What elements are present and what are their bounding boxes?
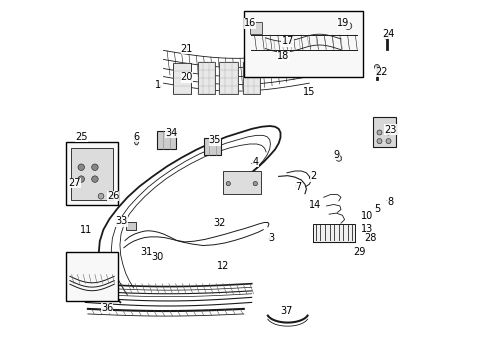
- Text: 7: 7: [295, 182, 301, 192]
- Bar: [204, 138, 221, 155]
- Text: 31: 31: [140, 247, 152, 257]
- Bar: [250, 22, 261, 34]
- Text: 15: 15: [303, 87, 315, 97]
- Bar: [218, 62, 238, 94]
- Circle shape: [91, 164, 98, 171]
- Text: 20: 20: [181, 72, 193, 82]
- Text: 8: 8: [386, 197, 392, 207]
- Text: 11: 11: [80, 225, 92, 235]
- Circle shape: [376, 139, 381, 144]
- Text: 18: 18: [277, 51, 289, 61]
- Text: 35: 35: [208, 135, 221, 145]
- Text: 32: 32: [213, 218, 225, 228]
- Text: 10: 10: [360, 211, 372, 221]
- Circle shape: [98, 193, 104, 199]
- Bar: [66, 142, 118, 205]
- Bar: [125, 222, 136, 230]
- Text: 12: 12: [216, 261, 228, 271]
- Text: 28: 28: [364, 233, 376, 243]
- Bar: [312, 224, 355, 242]
- Circle shape: [225, 181, 230, 186]
- Bar: [223, 171, 260, 194]
- Circle shape: [374, 64, 379, 69]
- Text: 5: 5: [374, 204, 380, 214]
- Bar: [242, 62, 260, 94]
- Circle shape: [91, 176, 98, 183]
- Bar: [244, 11, 362, 77]
- Text: 19: 19: [337, 18, 349, 28]
- Text: 33: 33: [115, 216, 127, 226]
- Text: 26: 26: [107, 191, 119, 201]
- Text: 37: 37: [280, 306, 293, 316]
- Text: 6: 6: [133, 132, 139, 142]
- Text: 29: 29: [353, 247, 365, 257]
- Circle shape: [376, 130, 381, 135]
- Text: 24: 24: [382, 29, 394, 39]
- Circle shape: [78, 164, 84, 171]
- Text: 14: 14: [308, 200, 320, 210]
- Bar: [197, 62, 215, 94]
- Text: 1: 1: [155, 80, 161, 90]
- Circle shape: [385, 139, 390, 144]
- Text: 3: 3: [268, 233, 274, 243]
- Text: 36: 36: [101, 303, 113, 313]
- Circle shape: [384, 34, 388, 39]
- Ellipse shape: [134, 136, 139, 145]
- Circle shape: [335, 156, 341, 161]
- Bar: [172, 63, 190, 94]
- Text: 4: 4: [252, 157, 258, 167]
- Text: 16: 16: [244, 18, 256, 28]
- Text: 21: 21: [181, 44, 193, 54]
- Text: 17: 17: [281, 36, 293, 46]
- Bar: [66, 252, 118, 301]
- Bar: [70, 148, 113, 200]
- Text: 2: 2: [309, 171, 315, 181]
- Text: 27: 27: [68, 178, 81, 188]
- Bar: [373, 117, 395, 147]
- Text: 9: 9: [332, 150, 339, 160]
- Circle shape: [385, 130, 390, 135]
- Circle shape: [344, 22, 351, 30]
- Text: 13: 13: [360, 224, 372, 234]
- Text: 30: 30: [151, 252, 163, 262]
- Bar: [157, 131, 176, 149]
- Text: 23: 23: [384, 125, 396, 135]
- Text: 25: 25: [75, 132, 88, 142]
- Circle shape: [78, 176, 84, 183]
- Text: 34: 34: [165, 128, 178, 138]
- Text: 22: 22: [374, 67, 387, 77]
- Circle shape: [253, 181, 257, 186]
